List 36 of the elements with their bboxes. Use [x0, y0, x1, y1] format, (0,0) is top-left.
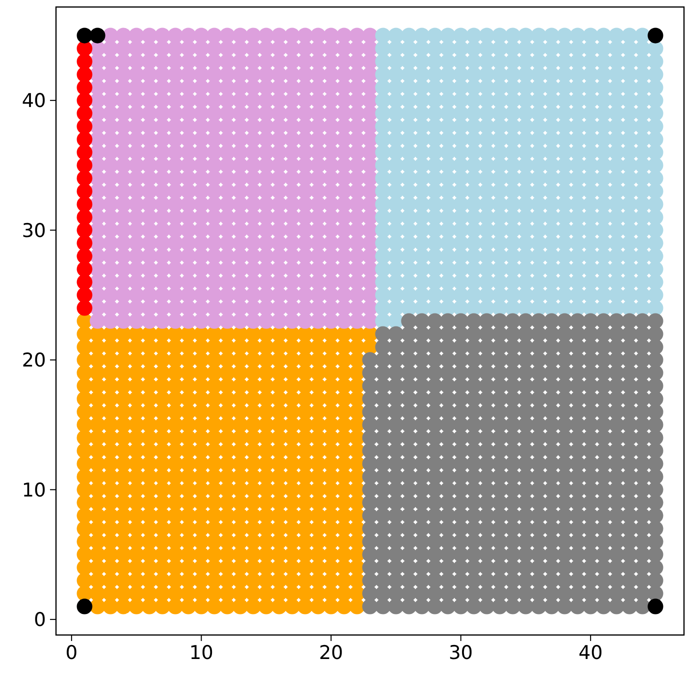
point — [76, 274, 92, 290]
point — [76, 66, 92, 82]
point — [76, 183, 92, 200]
point — [76, 287, 92, 303]
y-tick-label: 10 — [22, 479, 46, 502]
point — [76, 196, 92, 212]
point — [76, 54, 92, 70]
point — [76, 248, 92, 264]
point — [76, 92, 92, 108]
point — [76, 209, 92, 225]
point — [76, 132, 92, 148]
point — [76, 170, 92, 186]
x-tick-label: 10 — [189, 642, 214, 664]
point — [76, 300, 92, 316]
point — [76, 80, 92, 96]
point — [76, 144, 92, 160]
point — [76, 40, 92, 56]
point — [76, 118, 92, 134]
point — [648, 598, 664, 614]
y-tick-label: 0 — [34, 609, 46, 632]
x-tick-label: 40 — [578, 642, 603, 664]
point — [76, 222, 92, 238]
point — [76, 158, 92, 174]
y-tick-label: 40 — [22, 90, 46, 112]
x-tick-label: 20 — [318, 642, 344, 664]
point — [76, 261, 92, 277]
x-tick-label: 0 — [66, 642, 78, 664]
point — [76, 28, 92, 44]
point — [76, 235, 92, 251]
point — [76, 598, 92, 614]
y-tick-label: 30 — [22, 220, 46, 242]
point — [76, 106, 92, 122]
x-tick-label: 30 — [448, 642, 473, 664]
point — [90, 28, 106, 44]
point — [648, 28, 664, 44]
y-tick-label: 20 — [22, 350, 46, 372]
